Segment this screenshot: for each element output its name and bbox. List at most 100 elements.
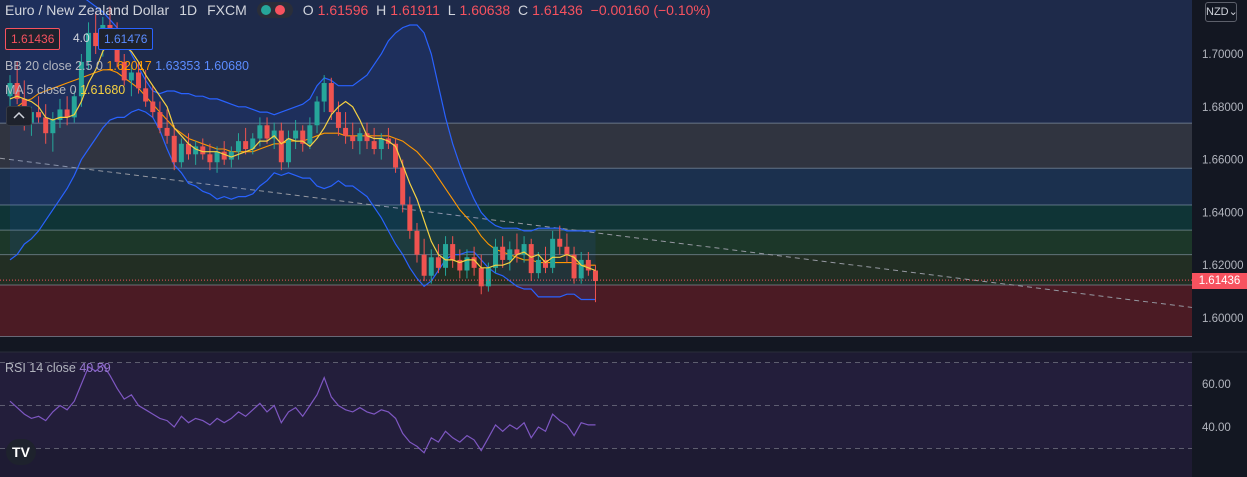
- candles: [7, 6, 598, 303]
- candle-body: [585, 259, 591, 271]
- rsi-band-fill: [0, 362, 1192, 449]
- bb-label: BB 20 close 2.5 0: [5, 59, 103, 73]
- close-value: 1.61436: [532, 2, 583, 18]
- candle-body: [550, 238, 556, 268]
- candle-body: [207, 154, 213, 163]
- price-zone: [0, 168, 1192, 206]
- price-tick-label: 1.60000: [1202, 313, 1244, 325]
- candle-body: [407, 204, 413, 231]
- candle-body: [121, 61, 127, 81]
- candle-body: [86, 32, 92, 62]
- candle-body: [285, 138, 291, 163]
- candle-body: [157, 112, 163, 128]
- chevron-down-icon: ⌄: [1228, 6, 1238, 18]
- ohlc-values: O 1.61596 H 1.61911 L 1.60638 C 1.61436 −0.0…: [303, 2, 715, 18]
- candle-body: [250, 138, 256, 150]
- candle-body: [235, 141, 241, 152]
- spread-value: 4.0: [73, 31, 90, 45]
- candle-body: [7, 83, 13, 97]
- candle-body: [300, 130, 306, 144]
- candle-body: [435, 257, 441, 268]
- price-axis[interactable]: 1.60000 1.62000 1.64000 1.66000 1.68000 1.700…: [1202, 49, 1244, 325]
- symbol-name[interactable]: Euro / New Zealand Dollar: [5, 2, 170, 18]
- buy-button[interactable]: 1.61476: [98, 28, 154, 50]
- chevron-up-icon: [13, 111, 25, 119]
- price-zone: [0, 123, 1192, 169]
- candle-body: [50, 120, 56, 134]
- candle-body: [214, 151, 220, 163]
- price-zone: [0, 285, 1192, 337]
- candle-body: [500, 246, 506, 260]
- candle-body: [36, 112, 42, 118]
- candle-body: [328, 83, 334, 113]
- candle-body: [143, 88, 149, 102]
- candle-body: [186, 143, 191, 155]
- sell-button[interactable]: 1.61436: [5, 28, 61, 50]
- candle-body: [485, 267, 491, 287]
- bb-legend[interactable]: BB 20 close 2.5 0 1.62017 1.63353 1.6068…: [5, 59, 249, 73]
- currency-button[interactable]: NZD⌄: [1205, 2, 1238, 22]
- candle-body: [464, 257, 470, 271]
- ma-legend[interactable]: MA 5 close 0 1.61680: [5, 83, 125, 97]
- tradingview-logo-icon[interactable]: TV: [6, 439, 36, 465]
- candle-body: [343, 127, 349, 136]
- candle-body: [293, 130, 299, 139]
- candle-body: [228, 151, 234, 160]
- bb-lower-value: 1.60680: [203, 59, 249, 73]
- candle-body: [271, 130, 277, 139]
- rsi-label: RSI 14 close: [5, 361, 76, 375]
- high-value: 1.61911: [390, 2, 440, 18]
- candle-body: [264, 125, 270, 139]
- candle-body: [493, 246, 499, 268]
- candle-body: [428, 257, 434, 276]
- pane-top-region: [0, 0, 1192, 124]
- ma-value: 1.61680: [80, 83, 126, 97]
- rsi-tick-label: 60.00: [1202, 379, 1231, 391]
- candle-body: [457, 259, 463, 271]
- rsi-legend[interactable]: RSI 14 close 40.59: [5, 361, 111, 375]
- candle-body: [314, 101, 320, 126]
- candle-body: [543, 259, 548, 268]
- status-dot-icon: [260, 5, 271, 15]
- bb-lower-line: [9, 108, 596, 301]
- currency-label: NZD: [1206, 6, 1229, 18]
- trendline-segment: [0, 157, 1193, 308]
- trendline: [0, 157, 1193, 308]
- candle-body: [114, 38, 120, 62]
- horizontal-levels: [0, 122, 1192, 337]
- last-price-label: 1.61436: [1192, 273, 1247, 289]
- candle-body: [278, 130, 284, 163]
- candle-body: [414, 230, 420, 255]
- candle-body: [64, 109, 70, 118]
- candle-body: [571, 254, 577, 279]
- candle-body: [478, 267, 484, 287]
- bb-basis-value: 1.62017: [106, 59, 152, 73]
- rsi-pane: 40.00 60.00: [0, 362, 1231, 454]
- price-zone: [0, 230, 1192, 255]
- candle-body: [193, 146, 199, 155]
- price-tick-label: 1.62000: [1202, 260, 1244, 272]
- candle-body: [71, 96, 77, 118]
- candle-body: [507, 249, 513, 260]
- candle-body: [335, 112, 341, 128]
- rsi-pane-background: [0, 352, 1192, 477]
- open-value: 1.61596: [317, 2, 369, 18]
- candle-body: [200, 146, 206, 155]
- rsi-value: 40.59: [79, 361, 111, 375]
- candle-body: [371, 141, 377, 150]
- price-tick-label: 1.66000: [1202, 155, 1244, 167]
- candle-body: [521, 244, 527, 255]
- collapse-legend-button[interactable]: [6, 106, 32, 126]
- ma-label: MA 5 close 0: [5, 83, 77, 97]
- symbol-legend: Euro / New Zealand Dollar 1D FXCM O 1.615…: [5, 2, 725, 18]
- candle-body: [378, 138, 384, 150]
- candle-body: [528, 244, 534, 274]
- candle-body: [400, 167, 406, 205]
- interval-label[interactable]: 1D: [179, 2, 198, 18]
- candle-body: [57, 109, 63, 120]
- candle-body: [178, 143, 184, 163]
- candle-body: [592, 270, 598, 282]
- change-value: −0.00160 (−0.10%): [590, 2, 711, 18]
